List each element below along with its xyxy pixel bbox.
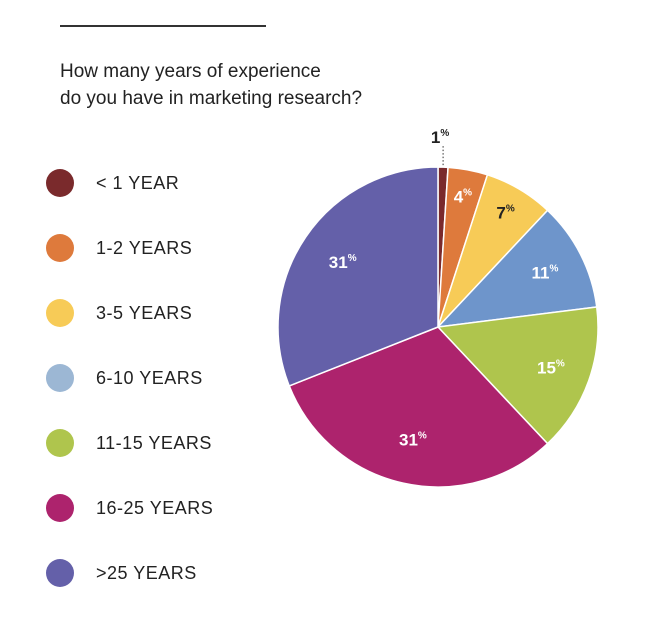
legend-swatch (46, 234, 74, 262)
legend-label: < 1 YEAR (96, 172, 180, 193)
legend-swatch (46, 299, 74, 327)
pie-slice (436, 306, 599, 445)
legend-swatch (46, 429, 74, 457)
pie-slice (277, 166, 439, 387)
legend-item: >25 YEARS (46, 558, 197, 588)
legend-item: 3-5 YEARS (46, 298, 192, 328)
legend-swatch (46, 494, 74, 522)
legend-label: 1-2 YEARS (96, 237, 193, 258)
legend-label: 11-15 YEARS (96, 432, 212, 453)
legend-label: 6-10 YEARS (96, 367, 203, 388)
legend-item: 11-15 YEARS (46, 428, 212, 458)
legend-swatch (46, 169, 74, 197)
percent-sign: % (463, 188, 472, 199)
legend-label: >25 YEARS (96, 562, 197, 583)
legend-item: < 1 YEAR (46, 168, 179, 198)
pie-slice (288, 326, 549, 488)
top-rule (60, 25, 266, 27)
legend-swatch (46, 559, 74, 587)
percent-sign: % (556, 359, 565, 370)
percent-sign: % (506, 204, 515, 215)
legend-item: 1-2 YEARS (46, 233, 192, 263)
legend-item: 16-25 YEARS (46, 493, 213, 523)
legend-swatch (46, 364, 74, 392)
question-line-1: How many years of experience (60, 61, 321, 82)
pie-slice (436, 209, 598, 329)
slice-value-label: 1% (431, 128, 449, 147)
legend-label: 16-25 YEARS (96, 497, 214, 518)
percent-sign: % (549, 264, 558, 275)
percent-sign: % (348, 253, 357, 264)
question-text: How many years of experience do you have… (60, 58, 440, 112)
percent-sign: % (418, 430, 427, 441)
question-line-2: do you have in marketing research? (60, 88, 363, 109)
legend-item: 6-10 YEARS (46, 363, 203, 393)
legend-label: 3-5 YEARS (96, 302, 193, 323)
percent-sign: % (440, 128, 449, 139)
